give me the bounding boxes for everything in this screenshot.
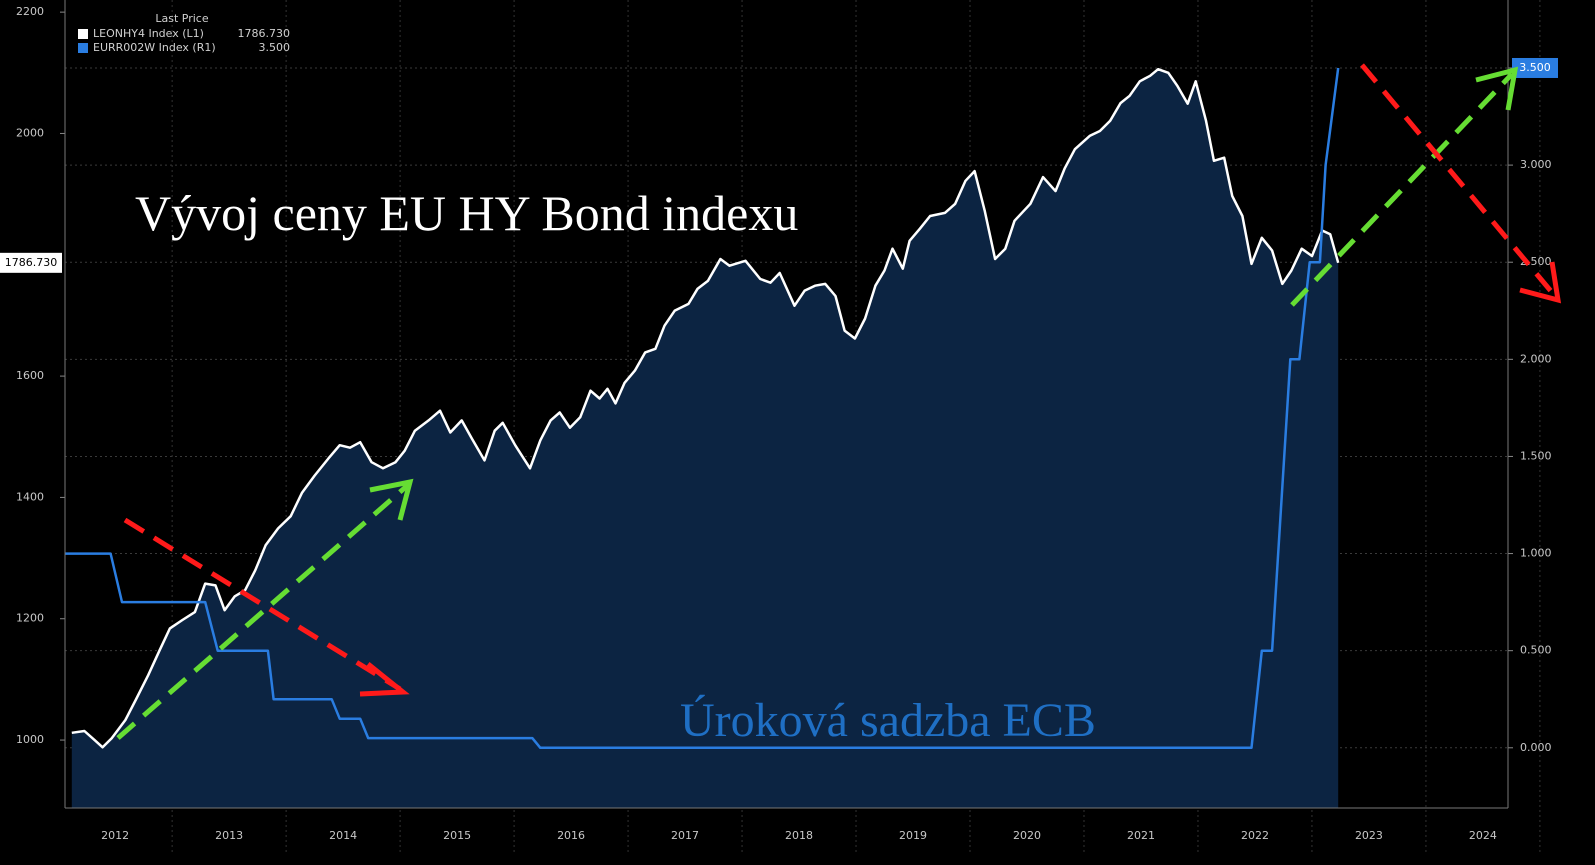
x-tick-label: 2021 <box>1127 829 1155 842</box>
y2-tick-label: 1.500 <box>1520 449 1552 462</box>
last-price-label: 3.500 <box>1519 61 1551 74</box>
legend-swatch <box>78 43 88 53</box>
arrows <box>116 63 1562 740</box>
legend-value: 1786.730 <box>238 27 291 40</box>
x-tick-label: 2014 <box>329 829 357 842</box>
x-tick-label: 2019 <box>899 829 927 842</box>
arrow <box>116 483 410 740</box>
x-tick-label: 2022 <box>1241 829 1269 842</box>
x-tick-label: 2023 <box>1355 829 1383 842</box>
y-tick-label: 1600 <box>16 369 44 382</box>
x-tick-label: 2013 <box>215 829 243 842</box>
legend-title: Last Price <box>155 12 208 25</box>
arrow-head <box>359 662 410 697</box>
y-tick-label: 1000 <box>16 733 44 746</box>
legend: Last Price LEONHY4 Index (L1) 1786.730 EUR… <box>78 12 290 54</box>
y-tick-label: 2000 <box>16 126 44 139</box>
last-price-tag: 3.500 <box>1512 57 1558 78</box>
y2-tick-label: 2.000 <box>1520 352 1552 365</box>
x-tick-label: 2024 <box>1469 829 1497 842</box>
arrow-head <box>1475 66 1519 111</box>
last-price-label: 1786.730 <box>5 256 58 269</box>
y-tick-label: 2200 <box>16 5 44 18</box>
x-tick-label: 2012 <box>101 829 129 842</box>
legend-label: EURR002W Index (R1) <box>93 41 216 54</box>
x-tick-label: 2018 <box>785 829 813 842</box>
x-tick-label: 2017 <box>671 829 699 842</box>
y2-tick-label: 3.000 <box>1520 158 1552 171</box>
line <box>65 67 1340 750</box>
arrow-head <box>369 478 414 521</box>
arrow <box>123 517 402 692</box>
arrow-head <box>1519 261 1562 304</box>
arrow <box>1290 72 1514 307</box>
last-price-box <box>0 252 62 273</box>
line <box>71 67 1340 749</box>
y-tick-label: 1400 <box>16 490 44 503</box>
y-tick-label: 1200 <box>16 612 44 625</box>
plot <box>65 67 1340 808</box>
last-price-box <box>1512 57 1558 78</box>
x-tick-label: 2016 <box>557 829 585 842</box>
area <box>71 69 1339 808</box>
legend-label: LEONHY4 Index (L1) <box>93 27 204 40</box>
y2-tick-label: 0.000 <box>1520 741 1552 754</box>
legend-swatch <box>78 29 88 39</box>
axes: 1000 1200 1400 1600 2000 2200 0.000 0.500 1.000 1… <box>0 0 1558 842</box>
last-price-tag: 1786.730 <box>0 252 62 273</box>
arrow <box>1360 63 1557 298</box>
y2-tick-label: 1.000 <box>1520 547 1552 560</box>
x-tick-label: 2020 <box>1013 829 1041 842</box>
y2-tick-label: 0.500 <box>1520 644 1552 657</box>
annotation: Vývoj ceny EU HY Bond indexu <box>135 185 798 241</box>
legend-value: 3.500 <box>259 41 291 54</box>
x-tick-label: 2015 <box>443 829 471 842</box>
annotation: Úroková sadzba ECB <box>680 693 1096 747</box>
